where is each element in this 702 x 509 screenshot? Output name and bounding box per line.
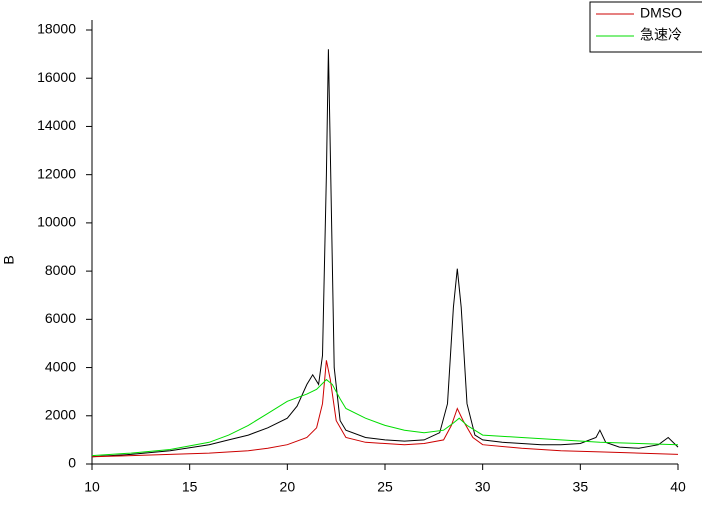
y-tick-label: 16000: [37, 69, 76, 85]
y-tick-label: 2000: [45, 406, 76, 422]
y-tick-label: 4000: [45, 358, 76, 374]
x-tick-label: 40: [670, 479, 686, 495]
x-tick-label: 35: [573, 479, 589, 495]
legend-box: [589, 1, 702, 53]
y-tick-label: 18000: [37, 21, 76, 37]
x-tick-label: 15: [182, 479, 198, 495]
series-line: [91, 378, 679, 457]
x-tick-label: 30: [475, 479, 491, 495]
x-tick-label: 10: [84, 479, 100, 495]
y-tick-label: 6000: [45, 310, 76, 326]
x-tick-label: 20: [280, 479, 296, 495]
y-tick-label: 14000: [37, 117, 76, 133]
y-axis-label: B: [1, 255, 17, 264]
legend-label: 急速冷: [640, 27, 682, 43]
legend-label: DMSO: [640, 5, 682, 21]
y-tick-label: 12000: [37, 165, 76, 181]
y-tick-label: 10000: [37, 214, 76, 230]
y-tick-label: 8000: [45, 262, 76, 278]
series-line: [91, 360, 679, 458]
series-line: [91, 49, 679, 458]
y-tick-label: 0: [68, 455, 76, 471]
x-tick-label: 25: [377, 479, 393, 495]
